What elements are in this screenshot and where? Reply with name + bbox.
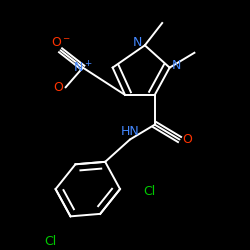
Text: N$^+$: N$^+$ xyxy=(73,60,93,75)
Text: N: N xyxy=(133,36,142,49)
Text: O: O xyxy=(182,133,192,146)
Text: O: O xyxy=(53,81,63,94)
Text: N: N xyxy=(172,59,182,72)
Text: HN: HN xyxy=(120,125,139,138)
Text: Cl: Cl xyxy=(144,185,156,198)
Text: Cl: Cl xyxy=(44,235,57,248)
Text: O$^-$: O$^-$ xyxy=(50,36,70,49)
